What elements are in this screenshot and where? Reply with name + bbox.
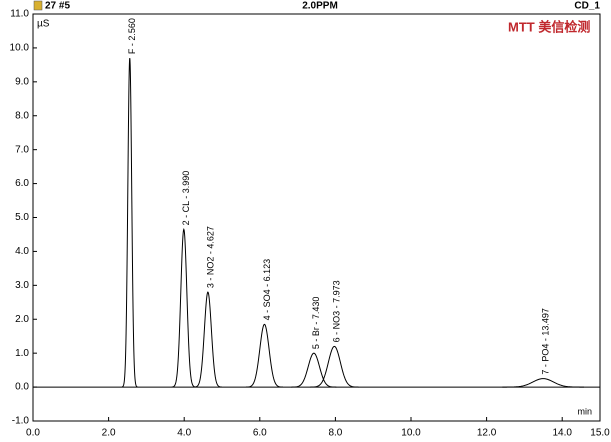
y-tick-label: 11.0	[10, 9, 29, 20]
y-tick-label: 10.0	[10, 43, 30, 54]
peak	[171, 227, 196, 388]
x-tick-label: 6.0	[253, 428, 267, 439]
peak	[193, 291, 222, 388]
y-tick-label: 6.0	[15, 178, 29, 189]
peak-label: F - 2.560	[127, 18, 137, 54]
header-right: CD_1	[574, 1, 600, 12]
chart-title: 2.0PPM	[302, 1, 338, 12]
file-icon	[33, 0, 43, 11]
logo: MTT 美信检测	[508, 19, 590, 34]
x-tick-label: 14.0	[552, 428, 572, 439]
y-tick-label: 2.0	[15, 314, 29, 325]
y-tick-label: 5.0	[15, 212, 29, 223]
x-tick-label: 12.0	[477, 428, 497, 439]
x-tick-label: 4.0	[177, 428, 191, 439]
peak-label: 7 - PO4 - 13.497	[541, 308, 551, 375]
y-tick-label: -1.0	[12, 416, 30, 427]
x-axis-label: min	[577, 406, 592, 416]
peak	[291, 352, 337, 388]
peak-label: 3 - NO2 - 4.627	[205, 226, 215, 288]
x-tick-label: 0.0	[26, 428, 40, 439]
header-left: 27 #5	[45, 1, 70, 12]
y-tick-label: 8.0	[15, 110, 29, 121]
y-tick-label: 1.0	[15, 348, 29, 359]
peak	[245, 323, 283, 388]
y-tick-label: 0.0	[15, 382, 29, 393]
y-axis-label: µS	[37, 19, 50, 30]
x-tick-label: 8.0	[328, 428, 342, 439]
plot-frame	[32, 13, 601, 422]
x-tick-label: 2.0	[102, 428, 116, 439]
x-tick-label: 15.0	[590, 428, 610, 439]
x-tick-label: 10.0	[401, 428, 421, 439]
peak	[121, 58, 138, 388]
peak	[310, 345, 359, 388]
y-tick-label: 4.0	[15, 246, 29, 257]
y-tick-label: 7.0	[15, 144, 29, 155]
peak-label: 4 - SO4 - 6.123	[262, 259, 272, 321]
y-tick-label: 3.0	[15, 280, 29, 291]
peak-label: 6 - NO3 - 7.973	[332, 280, 342, 342]
peak-label: 2 - CL - 3.990	[181, 171, 191, 226]
y-tick-label: 9.0	[15, 76, 29, 87]
peak	[502, 378, 584, 388]
peak-label: 5 - Br - 7.430	[311, 297, 321, 350]
